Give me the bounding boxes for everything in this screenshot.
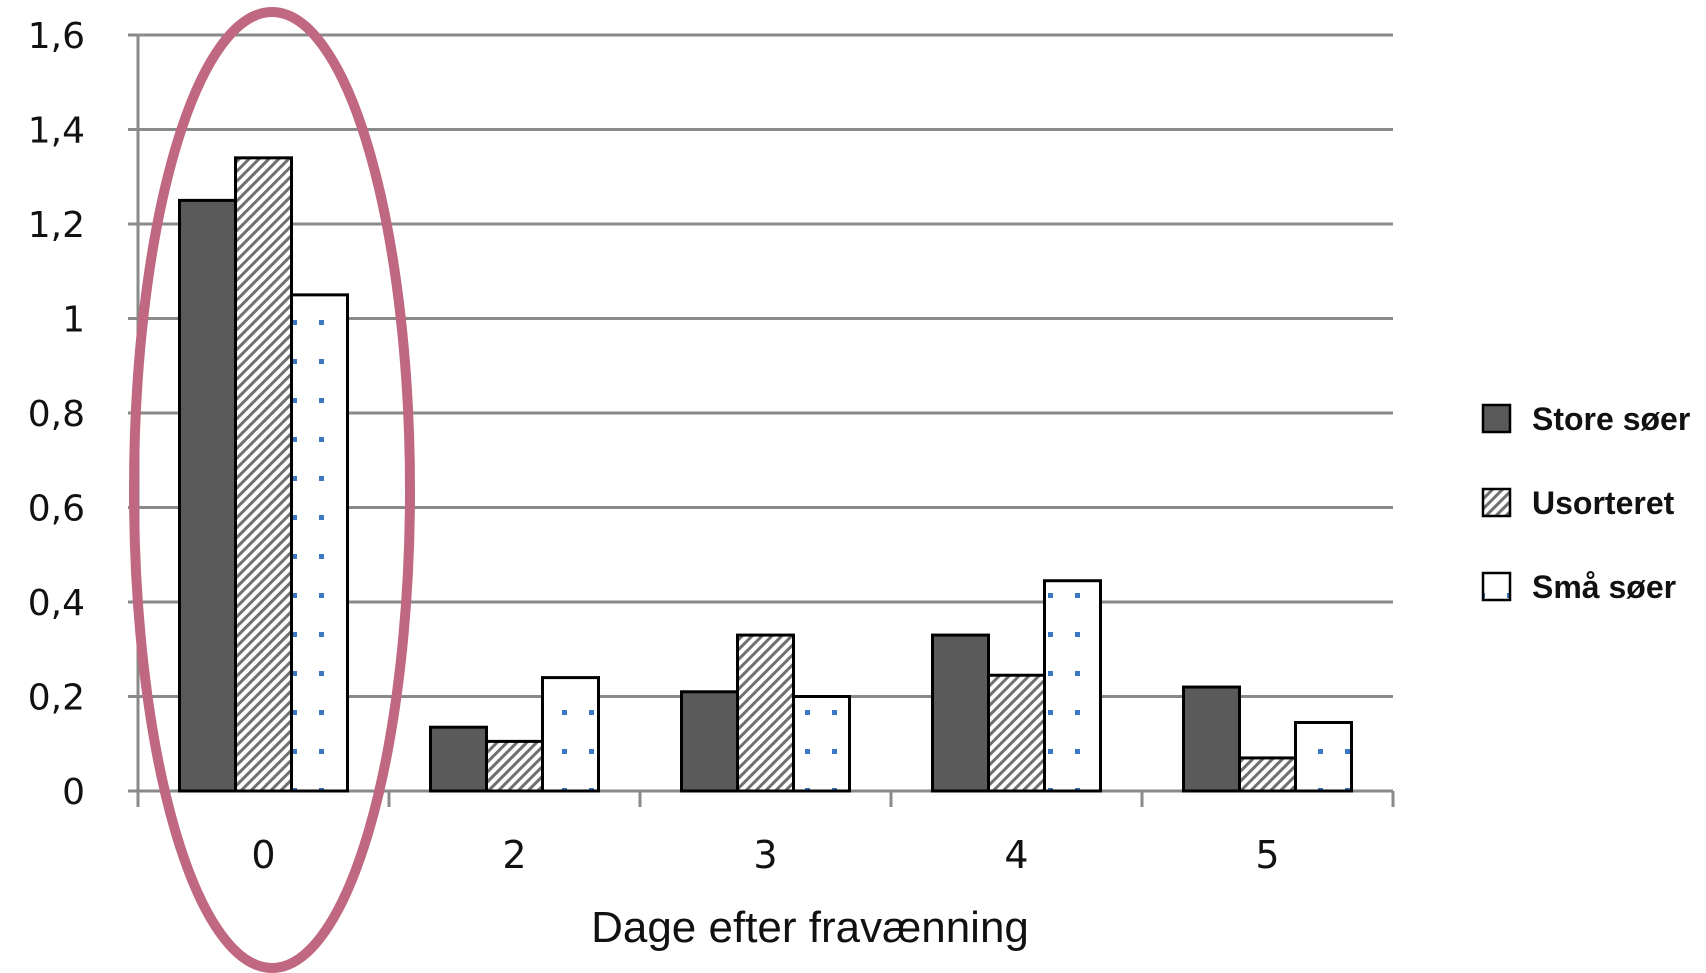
y-tick-label: 1,2 bbox=[28, 205, 85, 246]
y-tick-label: 0,4 bbox=[28, 583, 85, 624]
bar bbox=[178, 198, 237, 793]
bar bbox=[1294, 720, 1353, 793]
bar bbox=[541, 676, 600, 793]
legend-swatch bbox=[1481, 487, 1512, 518]
bars bbox=[178, 156, 1353, 793]
y-tick-label: 1,6 bbox=[28, 16, 85, 57]
legend: Store søer Usorteret Små søer bbox=[1481, 401, 1690, 605]
x-tick-label: 5 bbox=[1255, 833, 1279, 877]
highlight-ellipse bbox=[129, 7, 415, 973]
bar bbox=[1238, 756, 1297, 793]
bar bbox=[680, 690, 739, 793]
x-axis-label: Dage efter fravænning bbox=[591, 903, 1029, 952]
x-tick-label: 0 bbox=[251, 833, 275, 877]
y-tick-label: 0,6 bbox=[28, 489, 85, 530]
bar bbox=[1182, 685, 1241, 793]
legend-label: Store søer bbox=[1532, 401, 1690, 437]
y-tick-label: 1,4 bbox=[28, 111, 85, 152]
legend-label: Usorteret bbox=[1532, 485, 1675, 521]
bar bbox=[987, 673, 1046, 793]
y-tick-label: 0,8 bbox=[28, 394, 85, 435]
y-tick-label: 0 bbox=[62, 772, 85, 813]
y-tick-label: 1 bbox=[62, 300, 85, 341]
x-tick-label: 4 bbox=[1004, 833, 1028, 877]
bar bbox=[931, 633, 990, 793]
bar bbox=[290, 293, 349, 793]
bar bbox=[234, 156, 293, 793]
x-tick-label: 2 bbox=[502, 833, 526, 877]
bar bbox=[429, 725, 488, 793]
bar bbox=[1043, 579, 1102, 793]
legend-swatch bbox=[1481, 403, 1512, 434]
legend-swatch bbox=[1481, 571, 1512, 602]
x-tick-labels: 0 2 3 4 5 bbox=[251, 833, 1279, 877]
x-tick-label: 3 bbox=[753, 833, 777, 877]
legend-label: Små søer bbox=[1532, 569, 1676, 605]
bar bbox=[736, 633, 795, 793]
bar bbox=[792, 695, 851, 793]
y-tick-labels: 0 0,2 0,4 0,6 0,8 1 1,2 1,4 1,6 bbox=[28, 16, 85, 813]
y-tick-label: 0,2 bbox=[28, 678, 85, 719]
bar bbox=[485, 739, 544, 793]
